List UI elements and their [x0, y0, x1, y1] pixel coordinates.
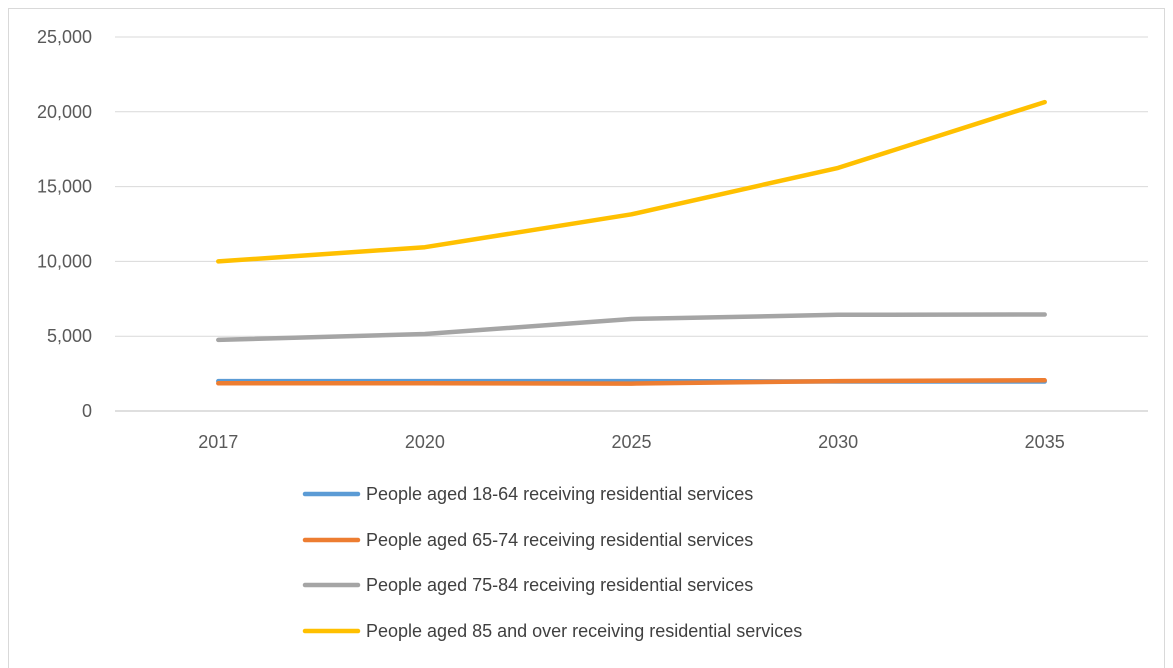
y-tick-label: 5,000	[47, 326, 92, 346]
legend-label: People aged 65-74 receiving residential …	[366, 530, 753, 550]
legend-label: People aged 85 and over receiving reside…	[366, 621, 802, 641]
y-axis-ticks: 0 5,000 10,000 15,000 20,000 25,000	[37, 27, 92, 421]
y-tick-label: 20,000	[37, 102, 92, 122]
legend: People aged 18-64 receiving residential …	[305, 484, 802, 641]
series-lines	[218, 102, 1044, 384]
gridlines	[115, 37, 1148, 411]
legend-label: People aged 18-64 receiving residential …	[366, 484, 753, 504]
x-tick-label: 2025	[611, 432, 651, 452]
x-tick-label: 2017	[198, 432, 238, 452]
series-line-4	[218, 102, 1044, 261]
y-tick-label: 0	[82, 401, 92, 421]
legend-label: People aged 75-84 receiving residential …	[366, 575, 753, 595]
x-tick-label: 2035	[1025, 432, 1065, 452]
x-tick-label: 2020	[405, 432, 445, 452]
y-tick-label: 15,000	[37, 177, 92, 197]
y-tick-label: 10,000	[37, 251, 92, 271]
y-tick-label: 25,000	[37, 27, 92, 47]
x-tick-label: 2030	[818, 432, 858, 452]
x-axis-ticks: 2017 2020 2025 2030 2035	[198, 432, 1064, 452]
